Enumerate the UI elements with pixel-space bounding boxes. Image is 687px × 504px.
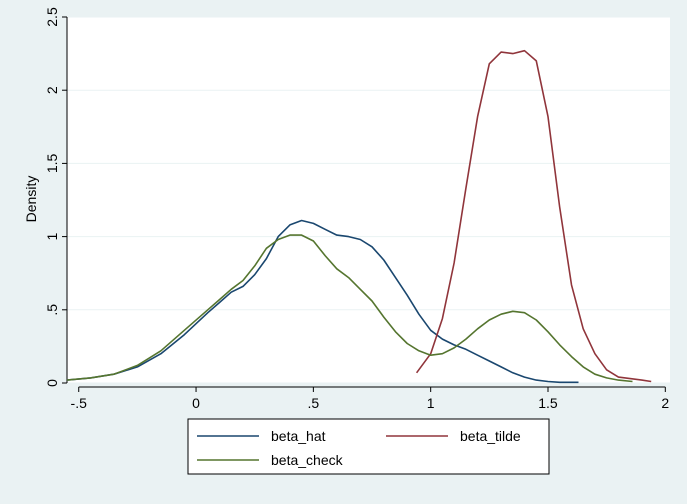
y-tick-label: 0 (44, 379, 60, 387)
series-layer (66, 49, 652, 384)
x-tick-label: -.5 (71, 395, 88, 411)
x-tick-label: .5 (308, 395, 320, 411)
series-line-beta-hat (66, 219, 579, 384)
series-line-beta-tilde (415, 49, 652, 383)
x-tick-label: 2 (661, 395, 669, 411)
legend-box (187, 418, 550, 475)
y-tick-label: .5 (44, 304, 60, 316)
y-axis-label: Density (23, 176, 39, 223)
legend-label: beta_check (271, 452, 344, 468)
y-tick-label: 1.5 (44, 153, 60, 173)
x-tick-label: 1 (427, 395, 435, 411)
y-tick-label: 1 (44, 232, 60, 240)
y-tick-label: 2 (44, 86, 60, 94)
plot-area-background (67, 17, 670, 383)
x-tick-label: 0 (192, 395, 200, 411)
legend: beta_hat beta_tilde beta_check (187, 418, 550, 475)
legend-label: beta_tilde (460, 428, 521, 444)
legend-label: beta_hat (271, 428, 326, 444)
series-line-beta-check (66, 234, 633, 383)
y-tick-label: 2.5 (44, 7, 60, 27)
x-tick-label: 1.5 (538, 395, 558, 411)
axis-layer: 0 .5 1 1.5 2 2.5 -.5 0 .5 1 1.5 2 (44, 7, 669, 411)
